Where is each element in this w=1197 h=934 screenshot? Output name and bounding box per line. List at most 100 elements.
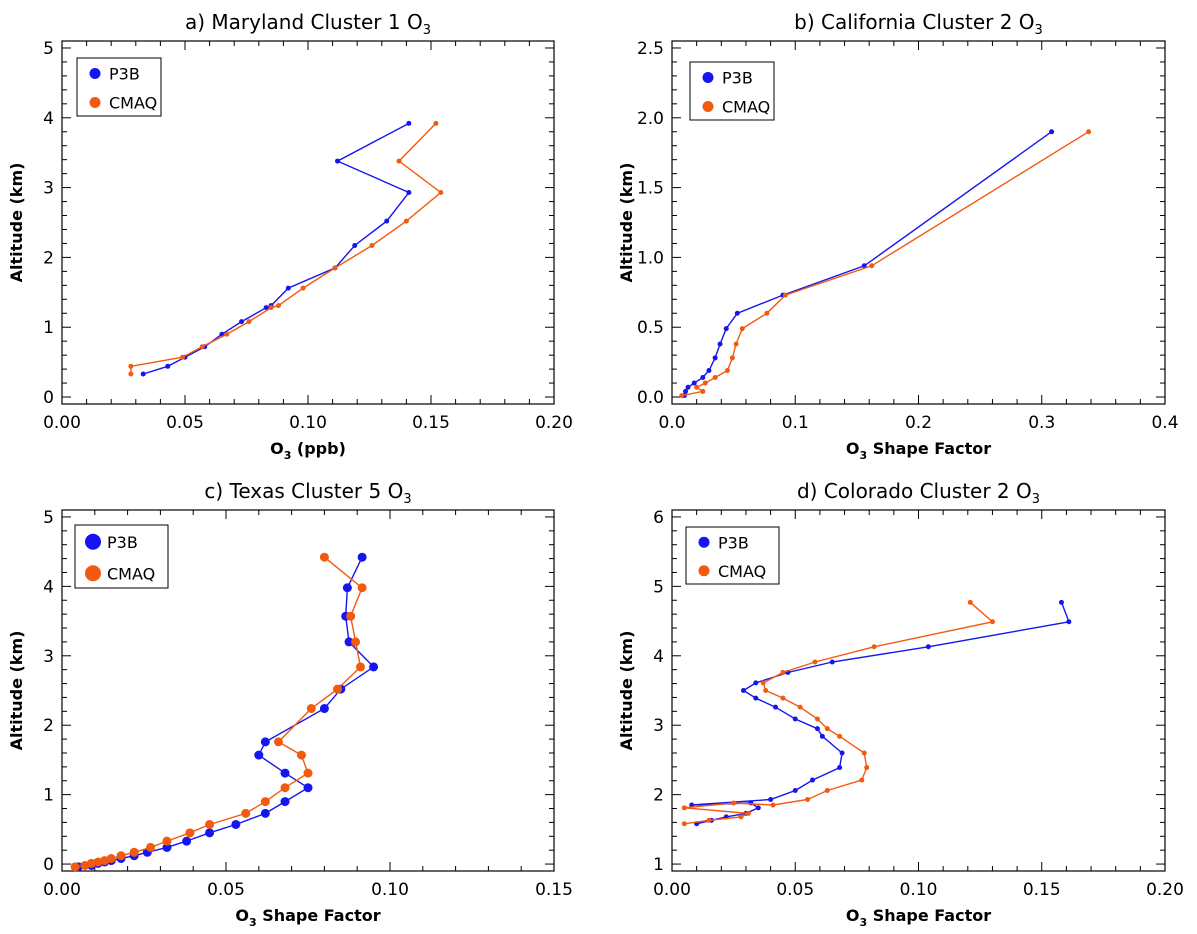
plot-frame: [61, 509, 555, 872]
data-point-cmaq: [694, 384, 700, 390]
legend-marker-cmaq: [89, 97, 101, 108]
data-point-cmaq: [346, 611, 356, 621]
data-point-cmaq: [80, 860, 90, 870]
data-point-p3b: [734, 310, 740, 316]
x-tick-label: 0.00: [43, 880, 81, 900]
data-point-cmaq: [745, 810, 751, 816]
data-point-p3b: [819, 733, 825, 739]
series-line-p3b: [142, 122, 411, 375]
y-axis-label: Altitude (km): [617, 631, 636, 751]
data-point-p3b: [260, 808, 270, 818]
y-tick-label: 5: [43, 508, 54, 528]
data-point-cmaq: [739, 326, 745, 332]
data-point-p3b: [335, 158, 341, 164]
data-point-p3b: [254, 750, 264, 760]
y-tick-label: 5: [653, 577, 664, 597]
data-point-cmaq: [681, 821, 687, 827]
data-point-p3b: [342, 583, 352, 593]
data-point-p3b: [861, 263, 867, 269]
data-point-p3b: [319, 704, 329, 714]
x-tick-label: 0.4: [1151, 413, 1178, 433]
data-point-p3b: [814, 726, 820, 732]
series-line-p3b: [683, 131, 1053, 396]
data-point-cmaq: [129, 847, 139, 857]
legend: P3B CMAQ: [689, 61, 775, 121]
series-line-p3b: [691, 602, 1070, 825]
x-axis-label: O3 (ppb): [270, 439, 346, 462]
data-point-cmaq: [861, 750, 867, 756]
legend-label-cmaq: CMAQ: [718, 562, 766, 581]
data-point-p3b: [369, 662, 379, 672]
data-point-cmaq: [681, 805, 687, 811]
data-point-cmaq: [296, 750, 306, 760]
data-point-p3b: [182, 836, 192, 846]
x-tick-label: 0.15: [1023, 880, 1061, 900]
legend-marker-cmaq: [702, 101, 714, 112]
data-point-p3b: [1049, 129, 1055, 135]
y-tick-label: 3: [43, 179, 54, 199]
data-point-p3b: [810, 777, 816, 783]
data-point-p3b: [352, 243, 358, 249]
x-tick-label: 0.00: [43, 413, 81, 433]
y-tick-label: 1: [43, 318, 54, 338]
data-point-cmaq: [275, 303, 281, 309]
data-point-cmaq: [733, 341, 739, 347]
legend-label-p3b: P3B: [107, 533, 138, 552]
x-tick-label: 0.10: [289, 413, 327, 433]
data-point-cmaq: [438, 189, 444, 195]
data-point-p3b: [685, 384, 691, 390]
y-tick-label: 2: [43, 716, 54, 736]
y-tick-label: 2.0: [637, 109, 664, 129]
series-line-cmaq: [681, 131, 1089, 397]
data-point-p3b: [357, 552, 367, 562]
x-axis-label: O3 Shape Factor: [235, 906, 380, 929]
data-point-cmaq: [180, 354, 186, 360]
data-point-p3b: [140, 371, 146, 377]
legend-label-cmaq: CMAQ: [107, 564, 155, 583]
chart-title: c) Texas Cluster 5 O3: [204, 479, 411, 507]
legend-marker-p3b: [698, 536, 710, 548]
legend-marker-p3b: [702, 72, 714, 83]
data-point-p3b: [406, 120, 412, 126]
legend: P3B CMAQ: [74, 524, 169, 589]
data-point-p3b: [755, 805, 761, 811]
data-point-p3b: [231, 819, 241, 829]
data-point-p3b: [280, 768, 290, 778]
data-point-p3b: [753, 680, 759, 686]
data-point-cmaq: [729, 355, 735, 361]
data-point-p3b: [839, 750, 845, 756]
data-point-cmaq: [702, 380, 708, 386]
y-tick-label: 1.5: [637, 179, 664, 199]
x-tick-label: 0.05: [166, 413, 204, 433]
data-point-p3b: [748, 800, 754, 806]
y-tick-label: 0: [43, 388, 54, 408]
data-point-p3b: [717, 341, 723, 347]
data-point-p3b: [303, 783, 313, 793]
series-line-p3b: [78, 556, 375, 868]
data-point-cmaq: [185, 828, 195, 838]
data-point-p3b: [691, 380, 697, 386]
x-tick-label: 0.10: [371, 880, 409, 900]
data-point-cmaq: [780, 695, 786, 701]
chart-panel-2: 0.0 0.1 0.2 0.3 0.4 0.0 0.5 1.0 1.5 2.0 2.5 b) Cali…: [617, 10, 1179, 462]
chart-panel-3: 0.00 0.05 0.10 0.15 0 1 2 3 4 5 c) Texas Cluster 5…: [7, 479, 573, 929]
data-point-p3b: [263, 305, 269, 311]
data-point-cmaq: [824, 787, 830, 793]
data-point-p3b: [829, 659, 835, 665]
data-point-cmaq: [162, 836, 172, 846]
data-point-cmaq: [700, 388, 706, 394]
y-tick-label: 0.0: [637, 388, 664, 408]
data-point-cmaq: [355, 662, 365, 672]
legend-label-cmaq: CMAQ: [109, 94, 157, 113]
data-point-p3b: [792, 716, 798, 722]
legend-box: [689, 61, 775, 121]
data-point-cmaq: [369, 243, 375, 249]
data-point-p3b: [706, 367, 712, 373]
y-tick-label: 6: [653, 508, 664, 528]
legend-marker-cmaq: [698, 565, 710, 577]
data-point-cmaq: [205, 819, 215, 829]
data-point-p3b: [712, 355, 718, 361]
x-axis-label: O3 Shape Factor: [846, 439, 991, 462]
data-point-cmaq: [864, 765, 870, 771]
